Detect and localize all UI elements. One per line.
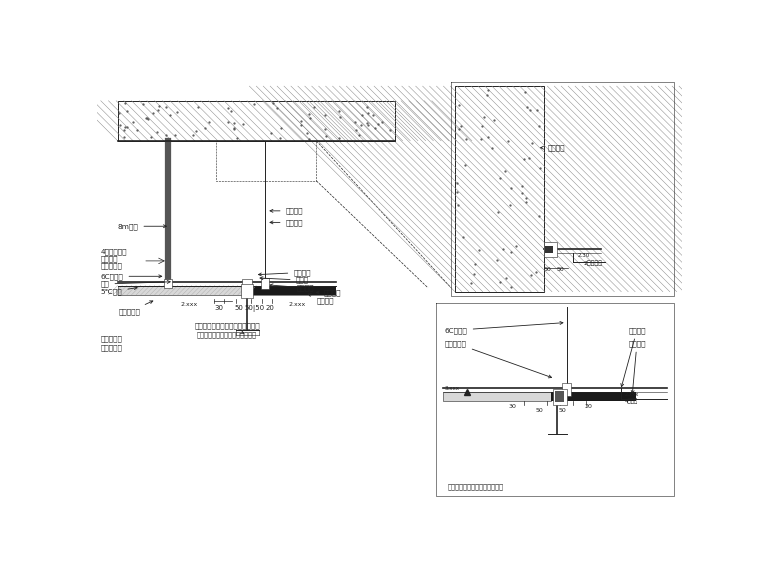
Text: 天花板天: 天花板天 [316,289,341,296]
Text: 3.xxx: 3.xxx [445,386,460,391]
Bar [251,286,336,295]
Text: 混凝土层: 混凝土层 [540,144,565,151]
Text: 矿棉板石膏板天花交接处打乳胶漆: 矿棉板石膏板天花交接处打乳胶漆 [197,331,257,338]
Bar [545,246,553,253]
Text: 运载档: 运载档 [260,276,309,283]
Text: 50: 50 [235,305,244,311]
Text: 6C直吊子: 6C直吊子 [445,321,563,333]
Text: 50: 50 [543,267,551,272]
Text: 彩瓦条箱箱: 彩瓦条箱箱 [101,344,122,351]
Text: 2.xxx: 2.xxx [625,392,638,397]
Bar [443,392,551,401]
Text: 矿棉板石膏板天花交接处打乳胶漆: 矿棉板石膏板天花交接处打乳胶漆 [195,322,261,333]
Text: 20: 20 [266,305,274,311]
Text: 彩色金属卡: 彩色金属卡 [119,301,153,315]
Bar [455,86,543,292]
Text: 防锈处理: 防锈处理 [101,255,119,262]
Text: 50|50: 50|50 [245,305,264,312]
Bar [551,392,636,401]
Text: 矿棉板石膏板天花接处打乳胶漆: 矿棉板石膏板天花接处打乳胶漆 [447,483,503,490]
Text: 2.xxx: 2.xxx [181,302,198,307]
Bar [242,279,252,288]
Bar [562,384,572,396]
Bar [555,391,564,402]
Text: 6C直吊子: 6C直吊子 [101,273,162,280]
Text: 50: 50 [559,408,567,413]
Text: 2.xxx: 2.xxx [289,302,306,307]
Bar [164,279,172,288]
Text: 2.30: 2.30 [578,253,591,258]
Text: 50: 50 [536,408,543,413]
Text: 防腹卡子: 防腹卡子 [270,207,303,214]
Bar [543,242,557,257]
Text: 卡吊子卡: 卡吊子卡 [629,340,646,393]
Bar [118,286,251,295]
Text: 矿汉板天: 矿汉板天 [270,284,315,291]
Text: 20: 20 [584,404,592,409]
Text: 5℃卡子: 5℃卡子 [101,287,137,295]
Text: 30: 30 [508,404,517,409]
Text: 弹簧支撑: 弹簧支撑 [258,269,311,276]
Text: 4参板开: 4参板开 [625,399,638,404]
Text: 彩色沉陷模: 彩色沉陷模 [101,335,122,342]
Bar [553,389,567,405]
Text: 定地吊子: 定地吊子 [621,327,646,386]
Text: 大档: 大档 [101,280,170,287]
Text: 8m内柱: 8m内柱 [118,223,166,230]
Text: 50: 50 [556,267,565,272]
Text: 左右分区分: 左右分区分 [101,262,122,268]
Text: 天花板天: 天花板天 [309,294,334,304]
Text: 4个角钢连接: 4个角钢连接 [101,248,127,255]
Text: 30: 30 [214,305,223,311]
Text: 弹簧振生器: 弹簧振生器 [445,340,552,378]
Bar [118,101,395,141]
Bar [241,284,253,298]
Bar [261,278,268,288]
Text: 2参板天开: 2参板天开 [584,260,603,266]
Text: 卡笼固定: 卡笼固定 [270,219,303,226]
